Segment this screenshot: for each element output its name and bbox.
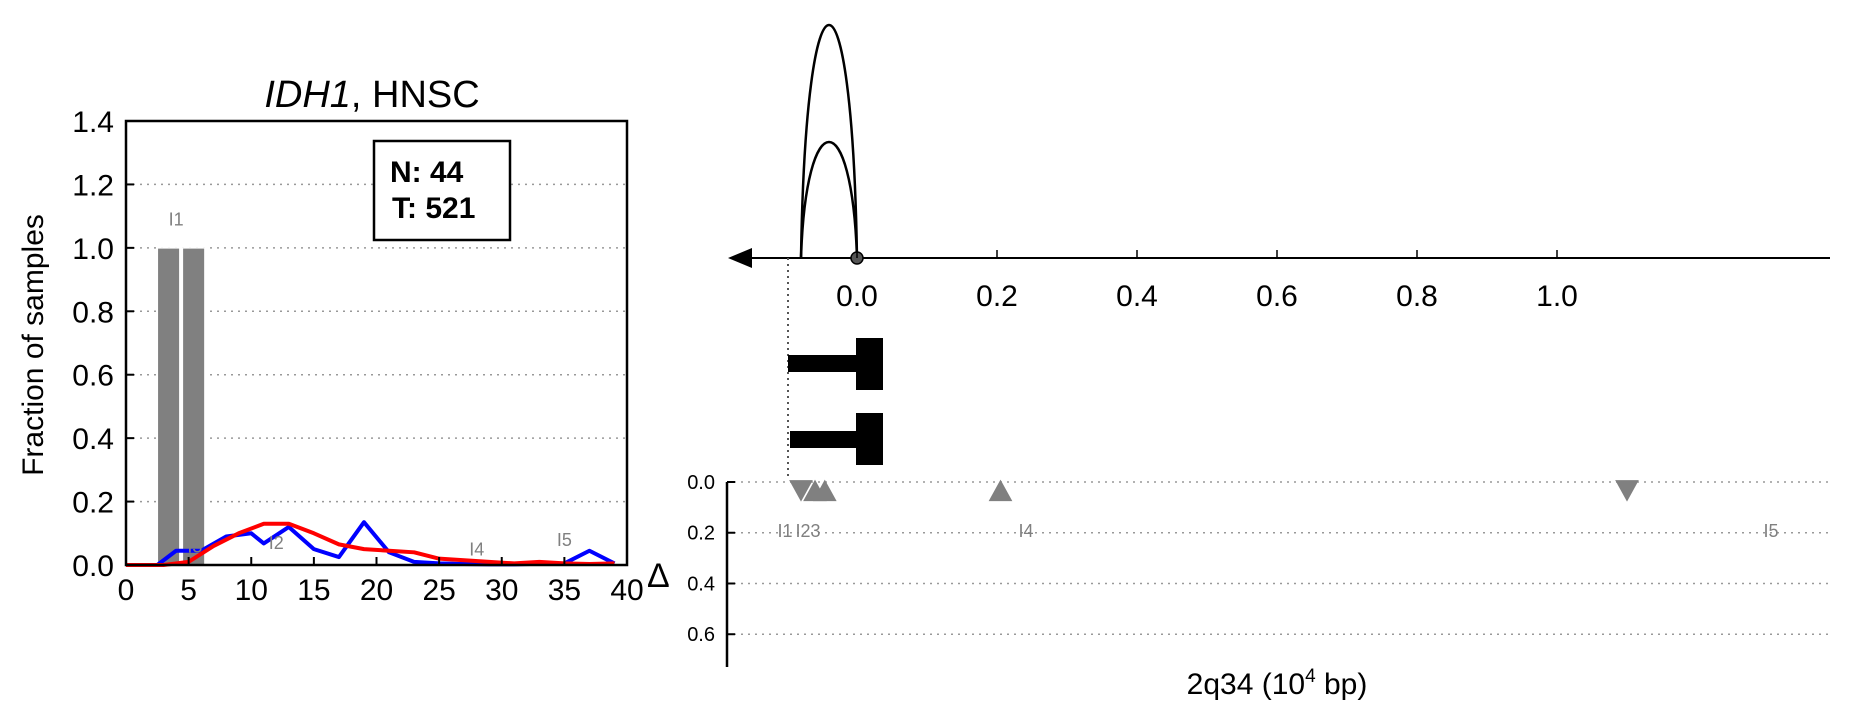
left-y-tick-label: 0.2 xyxy=(72,487,114,520)
left-x-tick-label: 20 xyxy=(360,574,393,607)
left-y-ticks: 0.0 0.2 0.4 0.6 0.8 1.0 1.2 1.4 xyxy=(72,106,134,583)
splice-arc-short xyxy=(799,141,859,259)
right-x-tick-label: 1.0 xyxy=(1536,280,1578,313)
red-series-line xyxy=(126,521,615,567)
left-chart-title: IDH1, HNSC xyxy=(264,74,479,116)
left-x-ticks: 0 5 10 15 20 25 30 35 40 xyxy=(118,557,644,607)
marker-labels: I1 I23 I4 I5 xyxy=(777,521,1778,541)
left-annotation-label: I2 xyxy=(269,533,284,553)
marker-label-i23: I23 xyxy=(795,521,820,541)
exon-block-1 xyxy=(788,338,883,390)
left-x-tick-label: 0 xyxy=(118,574,135,607)
marker-label-i5: I5 xyxy=(1763,521,1778,541)
left-y-tick-label: 0.6 xyxy=(72,360,114,393)
right-x-tick-label: 0.2 xyxy=(976,280,1018,313)
left-annotation-label: I5 xyxy=(557,530,572,550)
delta-markers xyxy=(789,479,1639,502)
delta-y-tick-label: 0.4 xyxy=(687,573,715,595)
delta-y-tick-label: 0.0 xyxy=(687,472,715,494)
delta-y-tick-label: 0.6 xyxy=(687,624,715,646)
right-x-tick-label: 0.0 xyxy=(836,280,878,313)
left-x-tick-label: 15 xyxy=(297,574,330,607)
left-annotation-label: I3 xyxy=(187,536,202,556)
left-annotations: I1 I2 I3 I4 I5 xyxy=(169,210,572,560)
delta-axis-label: Δ xyxy=(647,557,670,595)
left-y-tick-label: 0.0 xyxy=(72,550,114,583)
marker-label-i4: I4 xyxy=(1018,521,1033,541)
right-x-tick-label: 0.4 xyxy=(1116,280,1158,313)
bar xyxy=(156,247,181,566)
splice-arc-tall xyxy=(799,23,859,259)
genomic-x-label-main: 2q34 (10 xyxy=(1187,668,1305,701)
left-x-tick-label: 35 xyxy=(548,574,581,607)
delta-grid xyxy=(727,481,1830,635)
right-x-tick-label: 0.6 xyxy=(1256,280,1298,313)
left-y-tick-label: 0.4 xyxy=(72,423,114,456)
strand-arrow-icon xyxy=(728,248,752,268)
left-x-tick-label: 10 xyxy=(235,574,268,607)
left-y-tick-label: 1.2 xyxy=(72,169,114,202)
left-x-tick-label: 25 xyxy=(422,574,455,607)
y-axis-label: Fraction of samples xyxy=(17,214,50,476)
title-rest: , HNSC xyxy=(351,74,480,116)
triangle-marker-i1 xyxy=(789,480,813,502)
count-legend-box: N: 44 T: 521 xyxy=(372,139,512,242)
count-n-text: N: 44 xyxy=(390,156,464,189)
marker-label-i1: I1 xyxy=(777,521,792,541)
left-annotation-label: I4 xyxy=(469,539,484,559)
left-y-tick-label: 1.4 xyxy=(72,106,114,139)
right-chart: 0.0 0.2 0.4 0.6 0.8 1.0 0.0 0.2 0.4 0.6 Δ I1 I23… xyxy=(647,23,1830,701)
delta-y-ticks: 0.0 0.2 0.4 0.6 xyxy=(687,472,735,646)
left-x-tick-label: 40 xyxy=(610,574,643,607)
triangle-marker-i4 xyxy=(988,479,1013,502)
exon-block-2 xyxy=(790,413,883,465)
left-bars xyxy=(156,247,206,566)
right-x-tick-label: 0.8 xyxy=(1396,280,1438,313)
right-x-ticks: 0.0 0.2 0.4 0.6 0.8 1.0 xyxy=(836,250,1578,313)
genomic-x-label-sup: 4 xyxy=(1305,666,1316,687)
title-gene: IDH1 xyxy=(264,74,351,116)
count-t-text: T: 521 xyxy=(392,192,475,225)
left-y-tick-label: 1.0 xyxy=(72,233,114,266)
left-annotation-label: I1 xyxy=(169,210,184,230)
genomic-x-label: 2q34 (104 bp) xyxy=(1187,666,1368,701)
left-y-tick-label: 0.8 xyxy=(72,296,114,329)
genomic-x-label-tail: bp) xyxy=(1316,668,1368,701)
left-x-tick-label: 30 xyxy=(485,574,518,607)
delta-y-tick-label: 0.2 xyxy=(687,523,715,545)
triangle-marker-i3 xyxy=(812,479,837,502)
bar xyxy=(181,247,206,566)
splice-arcs xyxy=(799,23,859,259)
triangle-marker-i5 xyxy=(1615,480,1639,502)
left-x-tick-label: 5 xyxy=(180,574,197,607)
